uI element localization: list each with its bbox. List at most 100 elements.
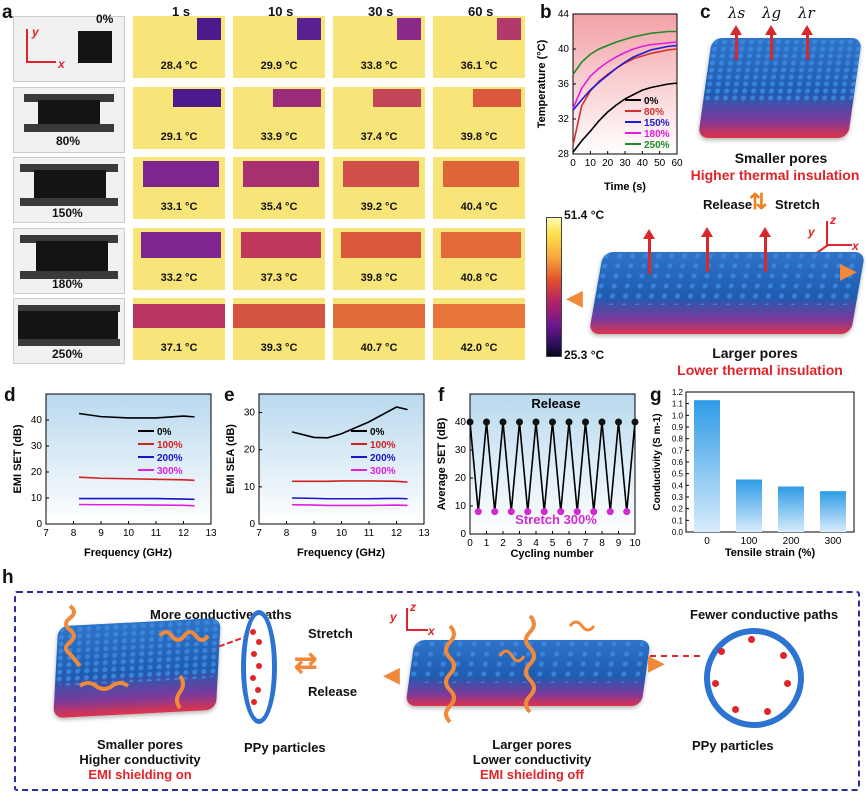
y-tick-label: 44: [558, 9, 570, 20]
y-tick-label: 36: [558, 79, 570, 90]
x-tick-label: 13: [205, 528, 217, 539]
x-tick-label: 8: [71, 528, 77, 539]
foam-large-pores: [588, 252, 866, 334]
x-tick-label: 60: [671, 158, 683, 169]
x-tick-label: 10: [123, 528, 135, 539]
x-axis-label: Cycling number: [510, 548, 594, 560]
legend-label: 150%: [644, 118, 670, 129]
smaller-pores-label: Smaller pores: [734, 150, 828, 166]
legend-label: 0%: [644, 96, 659, 107]
legend-label: 100%: [157, 440, 183, 451]
lower-insulation-label: Lower thermal insulation: [677, 362, 843, 378]
y-axis-label: Average SET (dB): [436, 417, 448, 510]
release-point: [532, 418, 540, 426]
y-tick-label: 0.0: [672, 528, 684, 537]
temp-readout: 39.8 °C: [360, 272, 398, 284]
pore-cross-section-small: [241, 610, 277, 724]
y-tick-label: 30: [31, 441, 43, 452]
release-label-h: Release: [308, 684, 358, 699]
panel-label-g: g: [650, 385, 662, 406]
axis-z-label: z: [410, 600, 416, 614]
release-point: [499, 418, 507, 426]
release-label: Release: [703, 197, 753, 212]
stretch-point: [524, 508, 532, 516]
x-tick-label: 9: [311, 528, 317, 539]
y-tick-label: 10: [455, 501, 467, 512]
stretch-label-h: Stretch: [308, 626, 353, 641]
thermal-image: 42.0 °C: [433, 298, 525, 360]
sample-photo-0: y x: [13, 16, 125, 82]
thermal-image: 40.4 °C: [433, 157, 525, 219]
axis-triad-h: y z x: [390, 600, 440, 644]
x-tick-label: 40: [637, 158, 649, 169]
x-tick-label: 4: [533, 538, 539, 549]
colorbar-max-label: 51.4 °C: [564, 208, 605, 222]
x-tick-label: 7: [43, 528, 49, 539]
y-tick-label: 1.1: [672, 400, 684, 409]
lambda-g-label: λg: [762, 4, 782, 22]
y-tick-label: 0: [36, 519, 42, 530]
x-tick-label: 8: [599, 538, 605, 549]
series-line: [79, 497, 195, 501]
thermal-image: 40.7 °C: [333, 298, 425, 360]
stretch-release-arrows: ⇄: [294, 647, 318, 678]
bar: [694, 400, 720, 532]
time-header-30s: 30 s: [368, 4, 394, 19]
legend-label: 80%: [644, 107, 664, 118]
y-tick-label: 20: [455, 473, 467, 484]
x-tick-label: 30: [619, 158, 631, 169]
temp-readout: 28.4 °C: [160, 60, 198, 72]
series-line: [78, 476, 195, 482]
temp-readout: 40.7 °C: [360, 342, 398, 354]
temp-readout: 37.1 °C: [160, 342, 198, 354]
series-line: [292, 480, 408, 483]
y-tick-label: 0.7: [672, 446, 684, 455]
temp-readout: 29.1 °C: [160, 131, 198, 143]
y-axis-label: EMI SET (dB): [12, 424, 24, 493]
higher-insulation-label: Higher thermal insulation: [690, 167, 860, 183]
panel-label-a: a: [2, 2, 13, 23]
stretch-point: [474, 508, 482, 516]
y-tick-label: 0.4: [672, 481, 684, 490]
x-tick-label: 0: [704, 536, 710, 547]
plot-area: [258, 393, 425, 525]
x-tick-label: 3: [517, 538, 523, 549]
release-point: [615, 418, 622, 426]
y-tick-label: 30: [244, 408, 256, 419]
x-axis-label: Frequency (GHz): [297, 547, 385, 559]
larger-pores-label: Larger pores: [712, 345, 798, 361]
thermal-image: 28.4 °C: [133, 16, 225, 78]
legend-label: 180%: [644, 129, 670, 140]
panel-h-frame: [14, 591, 860, 791]
x-tick-label: 0: [467, 538, 473, 549]
thermal-image: 37.3 °C: [233, 228, 325, 290]
chart-g: 0.0 0.1 0.2 0.3 0.4 0.5 0.6 0.7 0.8 0.9 1.0 1.1 1.2 0…: [652, 388, 855, 559]
series-line: [572, 41, 678, 109]
temp-readout: 39.2 °C: [360, 201, 398, 213]
x-axis-label: Time (s): [604, 181, 646, 193]
radiation-arrow: [770, 34, 773, 60]
radiation-arrow: [764, 236, 767, 272]
lower-conductivity-label: Lower conductivity: [472, 752, 592, 767]
series-line: [572, 30, 677, 75]
stretch-arrow-left: ◀: [566, 285, 583, 310]
thermal-image: 40.8 °C: [433, 228, 525, 290]
x-tick-label: 1: [484, 538, 490, 549]
temp-readout: 37.4 °C: [360, 131, 398, 143]
y-tick-label: 0.3: [672, 493, 684, 502]
y-tick-label: 10: [31, 493, 43, 504]
y-tick-label: 20: [31, 467, 43, 478]
radiation-arrow: [648, 238, 651, 274]
y-tick-label: 0.8: [672, 435, 684, 444]
x-tick-label: 0: [570, 158, 576, 169]
chart-b: 0 10 20 30 40 50 60 28 32 36 40 44 0%80%150%180%250…: [536, 9, 683, 193]
legend-label: 100%: [370, 440, 396, 451]
temp-readout: 33.8 °C: [360, 60, 398, 72]
y-tick-label: 30: [455, 445, 467, 456]
release-stretch-arrows: ⇅: [749, 189, 768, 214]
release-point: [549, 418, 556, 426]
legend-label: 200%: [370, 453, 396, 464]
bar: [736, 479, 762, 532]
legend-label: 250%: [644, 140, 670, 151]
legend-label: 0%: [157, 427, 172, 438]
